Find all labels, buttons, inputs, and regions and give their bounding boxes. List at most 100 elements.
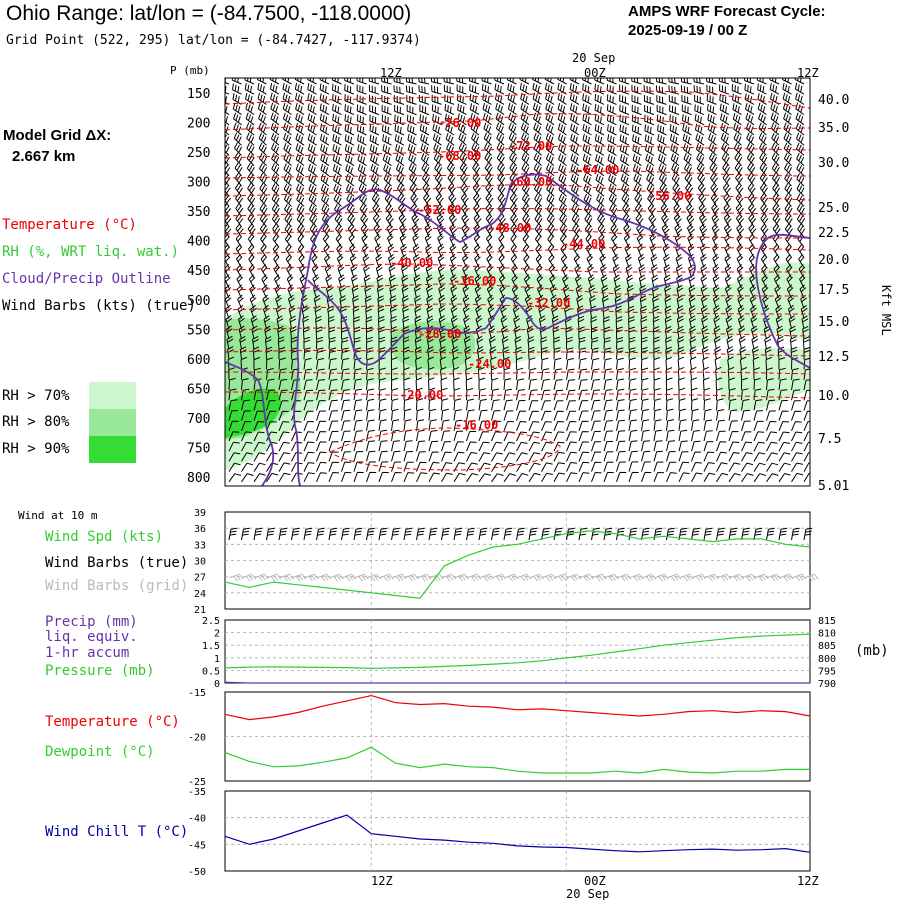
wind-barb <box>545 102 555 116</box>
wind-barb <box>347 213 356 228</box>
wind-barb <box>345 163 355 177</box>
wind-barb <box>653 573 669 582</box>
wind-barbs-true-row <box>228 527 813 541</box>
wind-barb <box>508 142 517 156</box>
wind-barb <box>528 421 540 431</box>
wind-barb <box>652 305 660 319</box>
wind-barb <box>485 182 494 197</box>
wind-chill-label: Wind Chill T (°C) <box>45 824 189 840</box>
wind-barb <box>266 527 275 541</box>
precip-line <box>224 681 810 684</box>
wind-barb <box>478 409 488 421</box>
contour-68 <box>225 145 810 159</box>
wind-barb <box>426 305 434 319</box>
temp-label-60: -60.00 <box>509 175 552 189</box>
wind-barb <box>741 377 748 391</box>
wind-barb <box>460 172 469 187</box>
wind-barb <box>491 452 503 462</box>
wind-barb <box>428 451 439 462</box>
wind-barb <box>239 335 246 350</box>
wind-barb <box>368 78 380 85</box>
wind-barb <box>641 398 649 411</box>
wind-barb <box>332 143 342 156</box>
wind-barb <box>773 253 780 268</box>
wind-barb <box>466 527 475 541</box>
wind-barb <box>674 223 683 238</box>
wind-barb <box>366 388 375 401</box>
wind-barb <box>653 408 662 421</box>
contour-40 <box>225 283 810 297</box>
wind-barb <box>420 153 430 166</box>
wind-barb <box>665 326 672 340</box>
contour-48 <box>225 246 810 255</box>
wind-barb <box>390 357 398 370</box>
wind-barb <box>533 152 542 166</box>
wind-barb <box>283 132 292 146</box>
wind-barb <box>407 124 417 136</box>
wind-barb <box>297 243 305 258</box>
wind-barb <box>391 573 407 582</box>
wind-barb <box>328 461 339 472</box>
wind-barb <box>460 182 469 197</box>
temperature-panel-grid <box>225 692 810 781</box>
wind-barb <box>388 264 396 278</box>
wind-barb <box>266 472 279 483</box>
wind-barb <box>666 440 676 452</box>
wind-chill-series <box>224 814 811 853</box>
wind-barb <box>803 410 810 421</box>
wind-barb <box>665 356 673 370</box>
wind-barb <box>486 243 493 258</box>
wind-barb <box>319 103 330 116</box>
wind-barb <box>251 325 259 340</box>
wind-barb <box>607 134 617 146</box>
wind-barb <box>475 315 483 329</box>
wind-barb <box>388 253 395 268</box>
wind-barb <box>690 387 698 401</box>
wind-barb <box>732 112 742 126</box>
wind-barb <box>789 325 797 340</box>
wind-barb <box>783 142 792 156</box>
wind-barb <box>591 337 599 350</box>
wind-barb <box>787 304 795 319</box>
wind-barb <box>541 452 553 462</box>
wind-barb <box>796 183 805 197</box>
wind-barb <box>677 346 685 360</box>
wind-barb <box>366 326 373 339</box>
wind-barb <box>733 132 742 146</box>
wind-barb <box>683 162 692 177</box>
wind-barb <box>290 336 298 350</box>
wind-barb <box>728 398 737 411</box>
wind-barb <box>726 346 734 360</box>
wind-barb <box>225 172 231 187</box>
wind-barb <box>228 420 239 431</box>
wind-barb <box>484 142 493 156</box>
wind-barb <box>747 182 756 197</box>
wind-barb <box>232 93 242 105</box>
wind-barb <box>245 122 255 136</box>
temp-label-44: -44.00 <box>562 237 605 251</box>
wind-barb <box>656 114 667 126</box>
wind-barb <box>295 173 305 187</box>
wind-barb <box>283 193 292 207</box>
temperature-panel: -25-20-15 <box>188 688 811 788</box>
wind-barb <box>461 202 470 217</box>
wind-barb <box>722 182 731 197</box>
wind-barb <box>546 193 555 207</box>
wind-barb <box>569 93 580 105</box>
temp-label-64: -64.00 <box>576 163 619 177</box>
wind-barb <box>670 143 680 156</box>
wind-barb <box>278 357 286 370</box>
wind-barb <box>645 163 655 177</box>
contour-28 <box>225 350 810 357</box>
wind-barb <box>778 462 791 472</box>
wind-barb <box>601 295 609 309</box>
wind-barb <box>423 192 432 207</box>
wind-barb <box>700 305 708 319</box>
wind-barb <box>699 213 707 228</box>
wind-barb <box>248 253 255 268</box>
wind-barb <box>418 85 430 95</box>
wind-barb <box>766 399 776 411</box>
wind-barb <box>444 104 455 116</box>
wind-barb <box>388 274 396 289</box>
wind-barb <box>663 274 671 289</box>
